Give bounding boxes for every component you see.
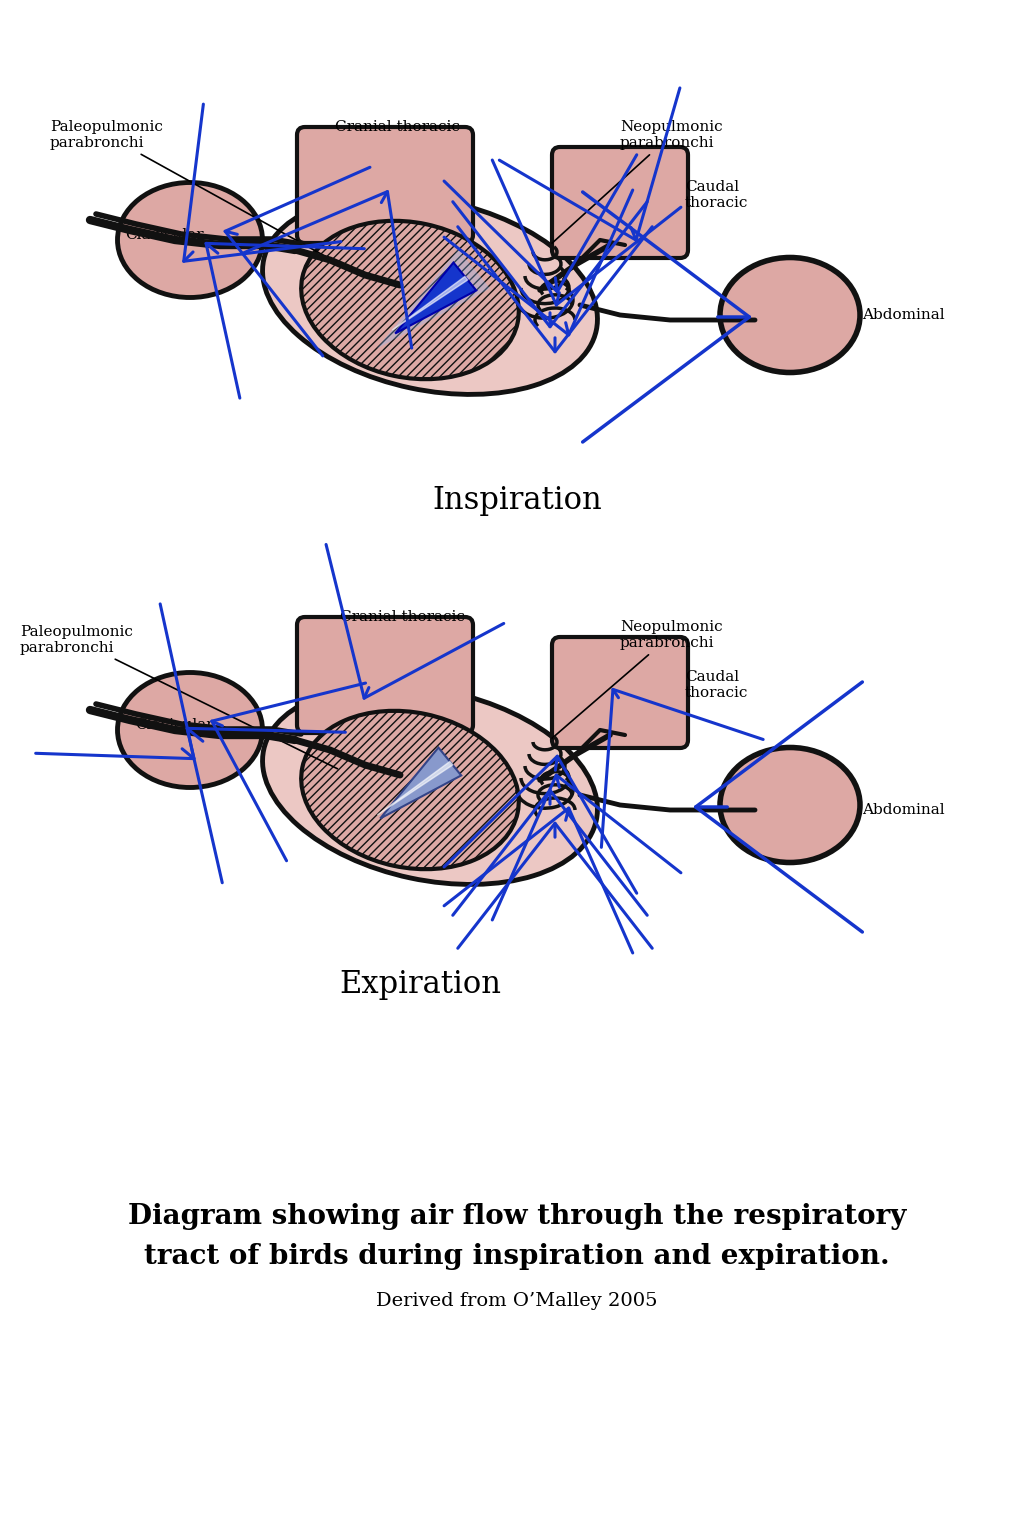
Text: Inspiration: Inspiration [432, 484, 602, 516]
Polygon shape [376, 249, 490, 349]
Text: Abdominal: Abdominal [862, 309, 945, 323]
Text: Diagram showing air flow through the respiratory: Diagram showing air flow through the res… [128, 1203, 906, 1229]
Polygon shape [377, 762, 453, 816]
Ellipse shape [301, 711, 519, 869]
Text: Expiration: Expiration [339, 969, 501, 1000]
FancyBboxPatch shape [552, 637, 688, 748]
Ellipse shape [720, 748, 860, 863]
FancyBboxPatch shape [297, 127, 473, 243]
Polygon shape [395, 263, 477, 333]
Text: tract of birds during inspiration and expiration.: tract of birds during inspiration and ex… [144, 1243, 890, 1269]
Ellipse shape [720, 258, 860, 373]
Text: Clavicular: Clavicular [135, 717, 214, 733]
Text: Cranial thoracic: Cranial thoracic [335, 120, 460, 134]
FancyBboxPatch shape [552, 147, 688, 258]
Polygon shape [392, 276, 467, 330]
Text: Neopulmonic
parabronchi: Neopulmonic parabronchi [552, 120, 723, 243]
Ellipse shape [263, 685, 598, 885]
Text: Cranial thoracic: Cranial thoracic [340, 610, 465, 624]
Ellipse shape [118, 183, 263, 298]
Polygon shape [381, 748, 461, 819]
Ellipse shape [118, 673, 263, 788]
Text: Paleopulmonic
parabronchi: Paleopulmonic parabronchi [20, 625, 337, 770]
Ellipse shape [263, 195, 598, 395]
Text: Caudal
thoracic: Caudal thoracic [685, 670, 749, 700]
FancyBboxPatch shape [297, 617, 473, 733]
Text: Derived from O’Malley 2005: Derived from O’Malley 2005 [376, 1292, 658, 1310]
Text: Abdominal: Abdominal [862, 803, 945, 817]
Text: Paleopulmonic
parabronchi: Paleopulmonic parabronchi [50, 120, 347, 269]
Text: Neopulmonic
parabronchi: Neopulmonic parabronchi [552, 621, 723, 739]
Text: Caudal
thoracic: Caudal thoracic [685, 180, 749, 210]
Ellipse shape [301, 221, 519, 379]
Text: Clavicular: Clavicular [125, 227, 204, 243]
